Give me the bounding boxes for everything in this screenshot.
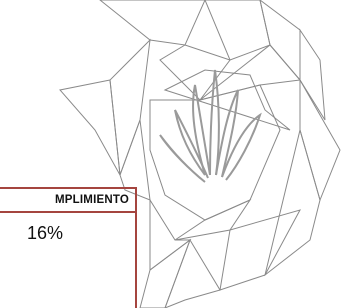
page: {"table": {"header": "MPLIMIENTO", "rows… [0, 0, 347, 308]
table-header: MPLIMIENTO [0, 189, 135, 213]
table: MPLIMIENTO 16% [0, 187, 137, 308]
table-cell: 16% [0, 213, 135, 244]
